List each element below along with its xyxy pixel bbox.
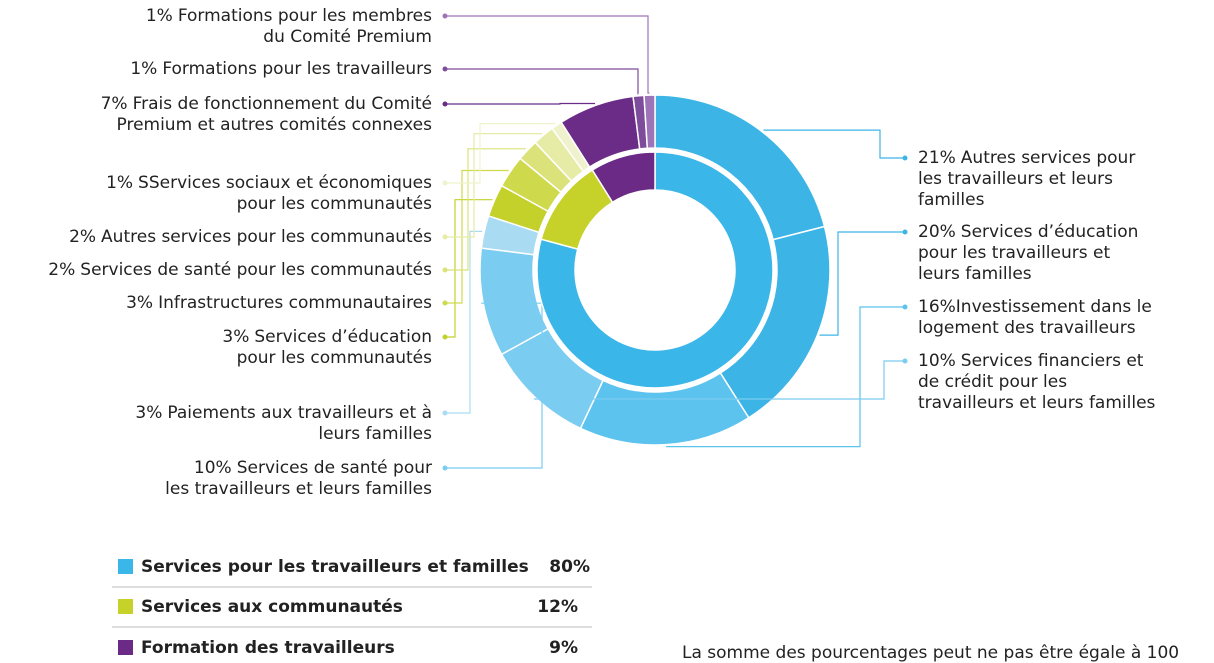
segment-label-line: Frais de fonctionnement du Comité <box>133 94 432 114</box>
leader-dot <box>442 234 448 240</box>
segment-label-line: pour les travailleurs et <box>918 243 1110 263</box>
segment-label-line: SServices sociaux et économiques <box>138 173 432 193</box>
segment-value-label: 1% <box>146 6 173 26</box>
segment-label-line: Services d’éducation <box>254 327 432 347</box>
leader-line <box>666 306 905 448</box>
leader-line <box>445 102 596 105</box>
segment-label: 21% Autres services pour les travailleurs … <box>918 148 1135 210</box>
legend-swatch <box>118 599 133 614</box>
inner-segment <box>591 151 656 204</box>
leader-line <box>819 231 905 336</box>
segment-label: 3% Services d’éducation pour les communaut… <box>222 327 432 368</box>
segment-label: 2% Services de santé pour les communautés <box>48 260 432 280</box>
leader-line <box>445 230 483 414</box>
legend-swatch <box>118 640 133 655</box>
segment-value-label: 20% <box>918 222 956 242</box>
segment-label: 1% Formations pour les travailleurs <box>130 59 432 79</box>
legend-label: Services aux communautés <box>141 597 403 617</box>
leader-dot <box>442 410 448 416</box>
segment-label: 7% Frais de fonctionnement du Comité Premi… <box>101 94 433 135</box>
segment-label-line: pour les communautés <box>237 348 433 368</box>
legend-value: 80% <box>549 557 590 577</box>
segment-label-line: Services de santé pour <box>237 458 432 478</box>
segment-label-line: les travailleurs et leurs <box>918 169 1113 189</box>
leader-line <box>445 15 650 94</box>
segment-label-line: les travailleurs et leurs familles <box>165 479 432 499</box>
segment-label-line: Infrastructures communautaires <box>158 293 432 313</box>
legend-value: 9% <box>549 638 578 658</box>
note: La somme des pourcentages peut ne pas êt… <box>682 643 1179 663</box>
segment-label-line: Premium et autres comités connexes <box>117 115 433 135</box>
segment-label: 1% Formations pour les membres du Comité P… <box>146 6 432 47</box>
leader-line <box>445 68 639 95</box>
segment-label-line: du Comité Premium <box>263 27 432 47</box>
segment-label-line: leurs familles <box>918 264 1032 284</box>
segment-value-label: 1% <box>106 173 133 193</box>
legend-value: 12% <box>537 597 578 617</box>
segment-label: 10% Services financiers et de crédit pour … <box>918 351 1156 413</box>
segment-label: 3% Infrastructures communautaires <box>126 293 432 313</box>
segment-value-label: 10% <box>194 458 232 478</box>
inner-segment <box>536 151 774 389</box>
legend-swatch <box>118 559 133 574</box>
leader-dot <box>902 155 908 161</box>
leader-dot <box>902 229 908 235</box>
leader-line <box>763 129 905 159</box>
segment-label-line: Formations pour les travailleurs <box>162 59 432 79</box>
segment-label-line: Autres services pour les communautés <box>101 227 432 247</box>
segment-label-line: pour les communautés <box>237 194 433 214</box>
segment-label: 10% Services de santé pour les travailleur… <box>165 458 432 499</box>
leader-dot <box>442 66 448 72</box>
segment-value-label: 3% <box>222 327 249 347</box>
segment-label: 2% Autres services pour les communautés <box>69 227 432 247</box>
segment-value-label: 3% <box>126 293 153 313</box>
segment-label-line: Services financiers et <box>961 351 1144 371</box>
leader-dot <box>902 304 908 310</box>
segment-label: 20% Services d’éducation pour les travaill… <box>918 222 1138 284</box>
leader-dot <box>902 358 908 364</box>
leader-dot <box>442 267 448 273</box>
segment-label-line: Investissement dans le <box>956 297 1152 317</box>
legend-label: Formation des travailleurs <box>141 638 395 658</box>
leader-line <box>445 133 543 238</box>
segment-label-line: leurs familles <box>318 424 432 444</box>
segment-label-line: Formations pour les membres <box>178 6 432 26</box>
leader-dot <box>442 180 448 186</box>
segment-label-line: Autres services pour <box>961 148 1136 168</box>
segment-label-line: Paiements aux travailleurs et à <box>167 403 432 423</box>
segment-label: 3% Paiements aux travailleurs et à leurs f… <box>135 403 432 444</box>
leader-line <box>445 123 556 184</box>
leader-dot <box>442 13 448 19</box>
leader-dot <box>442 101 448 107</box>
segment-label-line: logement des travailleurs <box>918 318 1136 338</box>
leader-line <box>445 302 543 469</box>
segment-label: 16%Investissement dans le logement des tr… <box>918 297 1152 338</box>
segment-label-line: travailleurs et leurs familles <box>918 393 1156 413</box>
leader-dot <box>442 334 448 340</box>
segment-label-line: de crédit pour les <box>918 372 1067 392</box>
leader-line <box>445 148 526 271</box>
segment-value-label: 3% <box>135 403 162 423</box>
segment-label-line: Services de santé pour les communautés <box>80 260 432 280</box>
legend-label: Services pour les travailleurs et famill… <box>141 557 529 577</box>
leader-dot <box>442 465 448 471</box>
segment-label-line: familles <box>918 190 985 210</box>
segment-value-label: 21% <box>918 148 956 168</box>
segment-value-label: 7% <box>101 94 128 114</box>
segment-value-label: 2% <box>48 260 75 280</box>
segment-value-label: 1% <box>130 59 157 79</box>
segment-value-label: 10% <box>918 351 956 371</box>
segment-value-label: 2% <box>69 227 96 247</box>
leader-dot <box>442 300 448 306</box>
segment-value-label: 16% <box>918 297 956 317</box>
segment-label: 1% SServices sociaux et économiques pour l… <box>106 173 432 214</box>
outer-segment <box>643 94 656 150</box>
leader-line <box>533 360 905 400</box>
segment-label-line: Services d’éducation <box>961 222 1139 242</box>
